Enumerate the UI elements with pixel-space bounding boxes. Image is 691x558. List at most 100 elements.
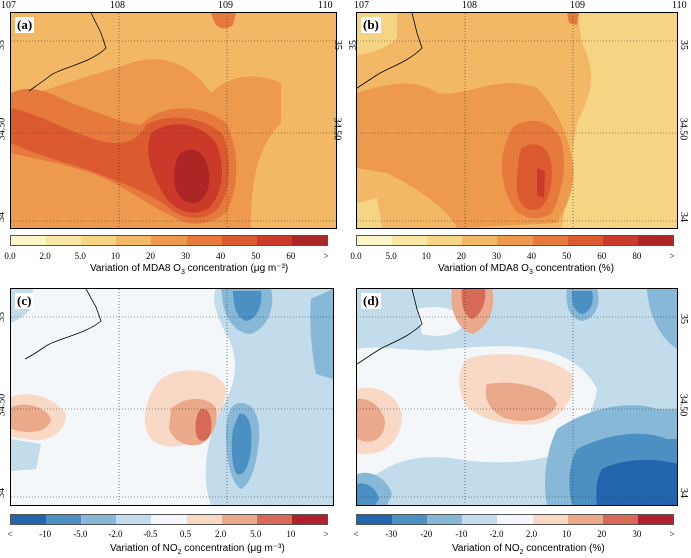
- colorbar-d-segment: [602, 515, 638, 524]
- lat-tick-34-50: 34.50: [0, 393, 8, 417]
- colorbar-d: [356, 514, 674, 525]
- colorbar-c-segment: [11, 515, 47, 524]
- colorbar-a-title: Variation of MDA8 O3 concentration (μg m…: [90, 263, 289, 276]
- lat-tick-34-50: 34.50: [331, 117, 343, 141]
- lat-tick-35: 35: [678, 314, 689, 324]
- colorbar-d-tick-label: <: [353, 529, 359, 539]
- colorbar-b-tick-label: 10: [421, 251, 431, 261]
- lat-tick-34-50: 34.50: [0, 117, 8, 141]
- colorbar-b-tick-label: 60: [597, 251, 607, 261]
- colorbar-a-segment: [151, 236, 187, 245]
- no2-abs-contour-map: [11, 289, 333, 505]
- colorbar-b-tick-label: 30: [491, 251, 501, 261]
- colorbar-d-tick-label: 10: [562, 529, 572, 539]
- colorbar-b-segment: [462, 236, 498, 245]
- lon-tick-107: 107: [354, 0, 369, 11]
- map-panel-d: (d): [356, 288, 678, 506]
- colorbar-c: [10, 514, 328, 525]
- colorbar-b-segment: [637, 236, 673, 245]
- colorbar-a-segment: [291, 236, 327, 245]
- colorbar-b-tick-label: 80: [632, 251, 642, 261]
- colorbar-a-segment: [221, 236, 257, 245]
- colorbar-d-tick-label: -2.0: [489, 529, 504, 539]
- lat-tick-34: 34: [678, 488, 689, 498]
- colorbar-c-tick-label: >: [323, 529, 329, 539]
- colorbar-c-segment: [291, 515, 327, 524]
- lat-tick-35: 35: [0, 40, 7, 50]
- colorbar-a: [10, 235, 328, 246]
- lat-tick-35: 35: [0, 312, 7, 322]
- colorbar-c-tick-label: -5.0: [73, 529, 88, 539]
- colorbar-d-segment: [357, 515, 393, 524]
- colorbar-c-segment: [116, 515, 152, 524]
- colorbar-c-segment: [81, 515, 117, 524]
- colorbar-d-tick-label: -10: [455, 529, 468, 539]
- colorbar-a-segment: [186, 236, 222, 245]
- colorbar-a-tick-label: >: [323, 251, 329, 261]
- colorbar-c-tick-label: -10: [39, 529, 52, 539]
- colorbar-b-segment: [497, 236, 533, 245]
- colorbar-a-tick-label: 30: [181, 251, 191, 261]
- colorbar-b-segment: [392, 236, 428, 245]
- colorbar-d-segment: [637, 515, 673, 524]
- colorbar-b-segment: [427, 236, 463, 245]
- map-panel-b: (b): [356, 12, 678, 229]
- colorbar-c-segment: [221, 515, 257, 524]
- colorbar-a-tick-label: 0.0: [4, 251, 16, 261]
- colorbar-d-segment: [497, 515, 533, 524]
- colorbar-b-segment: [357, 236, 393, 245]
- no2-pct-contour-map: [357, 289, 677, 505]
- colorbar-d-tick-label: 20: [597, 529, 607, 539]
- lon-tick-109: 109: [570, 0, 585, 11]
- lon-tick-108: 108: [462, 0, 477, 11]
- lon-tick-109: 109: [218, 0, 233, 11]
- map-panel-c: (c): [10, 288, 334, 506]
- colorbar-d-tick-label: -30: [385, 529, 398, 539]
- colorbar-c-tick-label: 2.0: [215, 529, 227, 539]
- colorbar-d-title: Variation of NO2 concentration (%): [452, 543, 605, 556]
- colorbar-a-tick-label: 40: [216, 251, 226, 261]
- panel-label-b: (b): [361, 17, 381, 33]
- colorbar-d-tick-label: >: [669, 529, 675, 539]
- colorbar-d-segment: [392, 515, 428, 524]
- lat-tick-34-50: 34.50: [677, 393, 689, 417]
- colorbar-b-segment: [567, 236, 603, 245]
- colorbar-a-tick-label: 60: [286, 251, 296, 261]
- lat-tick-35: 35: [678, 40, 689, 50]
- colorbar-c-tick-label: 0.5: [179, 529, 192, 539]
- colorbar-d-segment: [567, 515, 603, 524]
- colorbar-c-segment: [256, 515, 292, 524]
- colorbar-d-segment: [427, 515, 463, 524]
- colorbar-d-segment: [462, 515, 498, 524]
- colorbar-c-tick-label: -0.5: [143, 529, 158, 539]
- colorbar-b: [356, 235, 674, 246]
- lon-tick-107: 107: [1, 0, 16, 11]
- lat-tick-34: 34: [0, 488, 7, 498]
- colorbar-b-title: Variation of MDA8 O3 concentration (%): [438, 263, 615, 276]
- colorbar-c-tick-label: 10: [286, 529, 296, 539]
- colorbar-c-tick-label: 5.0: [250, 529, 262, 539]
- colorbar-b-segment: [602, 236, 638, 245]
- colorbar-b-segment: [532, 236, 568, 245]
- colorbar-a-segment: [46, 236, 82, 245]
- colorbar-d-tick-label: -20: [420, 529, 433, 539]
- colorbar-c-title: Variation of NO2 concentration (μg m⁻³): [110, 543, 285, 556]
- panel-label-d: (d): [361, 293, 381, 309]
- o3-pct-contour-map: [357, 13, 677, 228]
- colorbar-a-tick-label: 10: [110, 251, 120, 261]
- colorbar-a-tick-label: 20: [145, 251, 155, 261]
- colorbar-a-tick-label: 5.0: [74, 251, 86, 261]
- colorbar-b-tick-label: >: [669, 251, 675, 261]
- panel-label-a: (a): [15, 17, 35, 33]
- colorbar-d-tick-label: 30: [632, 529, 642, 539]
- colorbar-b-tick-label: 20: [456, 251, 466, 261]
- colorbar-a-tick-label: 50: [251, 251, 261, 261]
- colorbar-a-segment: [116, 236, 152, 245]
- colorbar-b-tick-label: 50: [562, 251, 572, 261]
- lat-tick-34-50: 34.50: [677, 117, 689, 141]
- colorbar-c-tick-label: <: [7, 529, 13, 539]
- lon-tick-110: 110: [318, 0, 333, 11]
- map-panel-a: (a): [10, 12, 337, 229]
- colorbar-a-segment: [256, 236, 292, 245]
- colorbar-a-segment: [81, 236, 117, 245]
